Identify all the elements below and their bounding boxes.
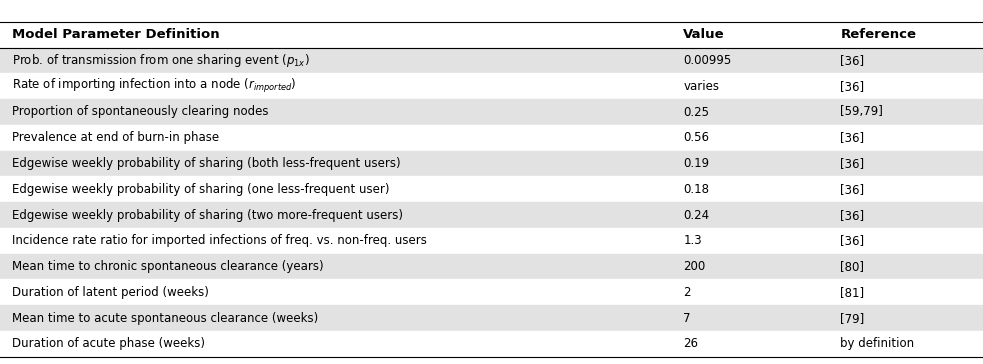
Text: 0.56: 0.56: [683, 131, 709, 144]
Text: 0.25: 0.25: [683, 106, 709, 119]
Bar: [0, 22, 983, 48]
Bar: [0, 202, 983, 228]
Text: 0.00995: 0.00995: [683, 54, 731, 67]
Text: Edgewise weekly probability of sharing (one less-frequent user): Edgewise weekly probability of sharing (…: [12, 183, 389, 196]
Text: [36]: [36]: [840, 157, 865, 170]
Text: Prevalence at end of burn-in phase: Prevalence at end of burn-in phase: [12, 131, 219, 144]
Text: 2: 2: [683, 286, 691, 299]
Text: Edgewise weekly probability of sharing (two more-frequent users): Edgewise weekly probability of sharing (…: [12, 209, 403, 222]
Text: 0.18: 0.18: [683, 183, 709, 196]
Text: Mean time to chronic spontaneous clearance (years): Mean time to chronic spontaneous clearan…: [12, 260, 323, 273]
Bar: [0, 254, 983, 280]
Text: [59,79]: [59,79]: [840, 106, 884, 119]
Bar: [0, 151, 983, 177]
Text: Value: Value: [683, 28, 724, 41]
Bar: [0, 177, 983, 202]
Text: [81]: [81]: [840, 286, 865, 299]
Text: [36]: [36]: [840, 131, 865, 144]
Text: Proportion of spontaneously clearing nodes: Proportion of spontaneously clearing nod…: [12, 106, 268, 119]
Text: by definition: by definition: [840, 337, 914, 350]
Bar: [0, 305, 983, 331]
Text: [79]: [79]: [840, 312, 865, 325]
Text: 0.24: 0.24: [683, 209, 710, 222]
Text: Duration of acute phase (weeks): Duration of acute phase (weeks): [12, 337, 204, 350]
Text: Edgewise weekly probability of sharing (both less-frequent users): Edgewise weekly probability of sharing (…: [12, 157, 400, 170]
Text: 26: 26: [683, 337, 698, 350]
Bar: [0, 228, 983, 254]
Text: Incidence rate ratio for imported infections of freq. vs. non-freq. users: Incidence rate ratio for imported infect…: [12, 234, 427, 247]
Text: [36]: [36]: [840, 234, 865, 247]
Text: Prob. of transmission from one sharing event ($p_{1x}$): Prob. of transmission from one sharing e…: [12, 52, 310, 69]
Text: 0.19: 0.19: [683, 157, 710, 170]
Bar: [0, 48, 983, 74]
Text: Rate of importing infection into a node ($r_{imported}$): Rate of importing infection into a node …: [12, 77, 296, 95]
Text: Mean time to acute spontaneous clearance (weeks): Mean time to acute spontaneous clearance…: [12, 312, 318, 325]
Bar: [0, 99, 983, 125]
Text: Duration of latent period (weeks): Duration of latent period (weeks): [12, 286, 208, 299]
Text: [80]: [80]: [840, 260, 864, 273]
Bar: [0, 280, 983, 305]
Text: 7: 7: [683, 312, 691, 325]
Bar: [0, 125, 983, 151]
Text: varies: varies: [683, 80, 720, 93]
Text: [36]: [36]: [840, 54, 865, 67]
Text: Reference: Reference: [840, 28, 916, 41]
Text: [36]: [36]: [840, 80, 865, 93]
Text: [36]: [36]: [840, 209, 865, 222]
Text: Model Parameter Definition: Model Parameter Definition: [12, 28, 219, 41]
Text: 1.3: 1.3: [683, 234, 702, 247]
Bar: [0, 74, 983, 99]
Bar: [0, 331, 983, 357]
Text: 200: 200: [683, 260, 706, 273]
Text: [36]: [36]: [840, 183, 865, 196]
